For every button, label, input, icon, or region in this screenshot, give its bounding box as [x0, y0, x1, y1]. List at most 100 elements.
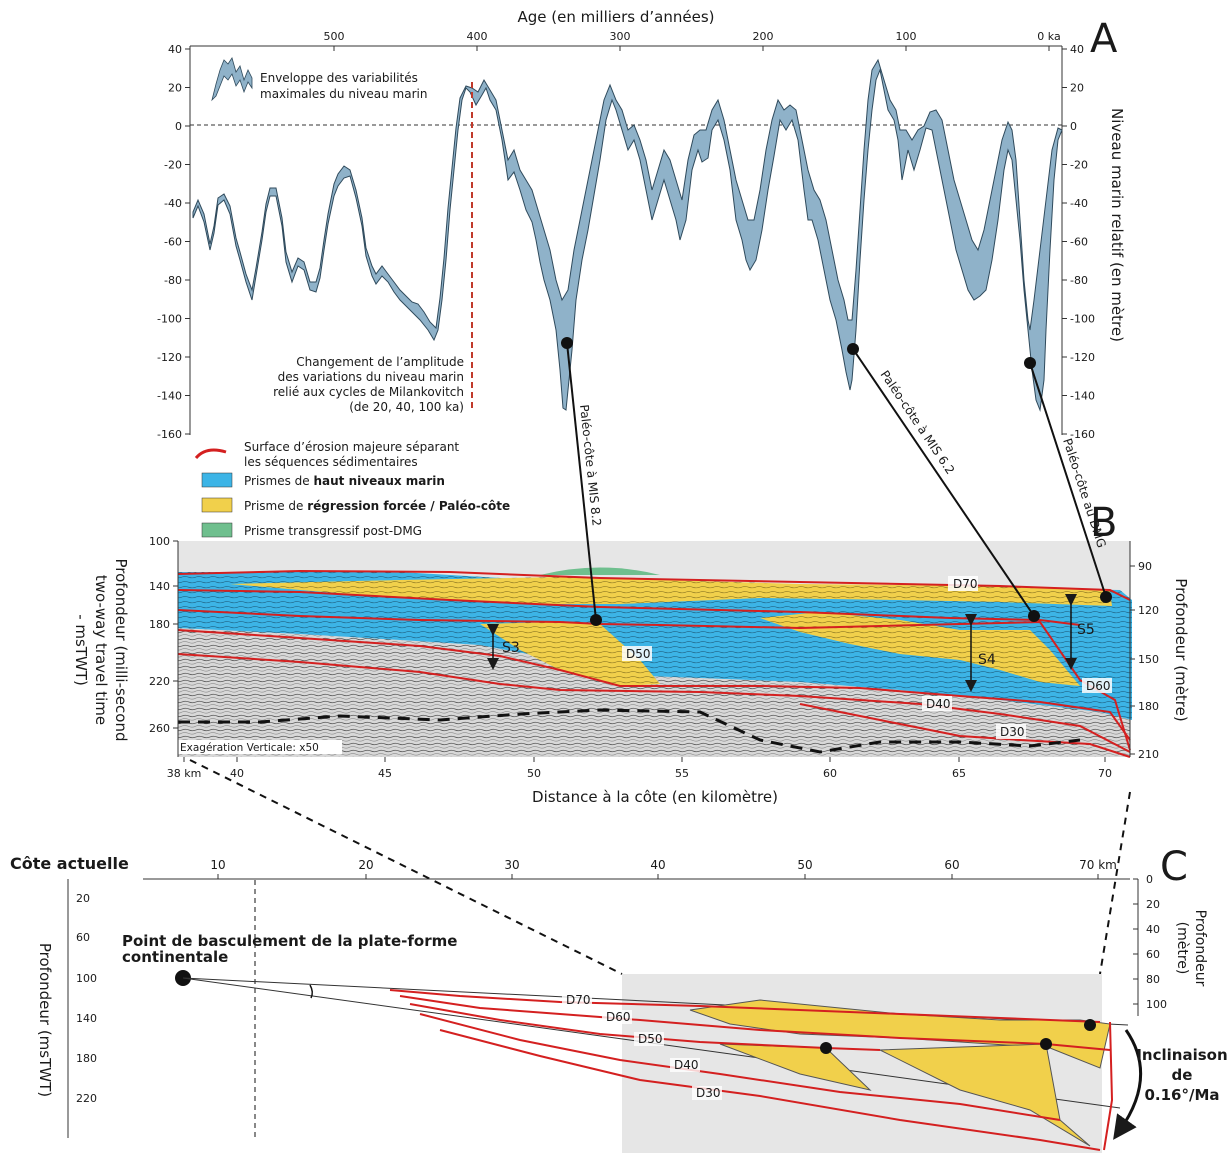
tick-label: 0 — [1070, 120, 1077, 133]
c-horizon-edge — [1103, 1021, 1114, 1151]
d70-label: D70 — [953, 577, 978, 591]
c-horizon-d70 — [389, 989, 1101, 1023]
tilt-angle-arc — [309, 984, 314, 999]
tick-label: 40 — [1146, 923, 1160, 936]
b-left-ticks: 100 140 180 220 260 — [149, 535, 178, 735]
c-d60-label: D60 — [606, 1010, 631, 1024]
panel-b-letter: B — [1090, 500, 1117, 546]
horizon-d50-line — [177, 629, 1131, 741]
paleo-mis82-label: Paléo-côte à MIS 8.2 — [577, 404, 604, 527]
c-horizon-d40 — [419, 1013, 1061, 1121]
milankovitch-note-line2: des variations du niveau marin — [278, 370, 464, 384]
forced-regression-prism-upper — [230, 577, 1112, 606]
paleo-mis82-dot-a — [561, 337, 573, 349]
d50-label-bg — [622, 646, 652, 661]
tick-label: -20 — [164, 159, 182, 172]
c-d40-label: D40 — [674, 1058, 699, 1072]
tick-label: 100 — [896, 30, 917, 43]
d60-label: D60 — [1086, 679, 1111, 693]
paleo-dmg-dot-a — [1024, 357, 1036, 369]
panel-b: B D70 D60 D50 D40 — [72, 500, 1190, 806]
tick-label: 140 — [149, 580, 170, 593]
c-left-axis-title: Profondeur (msTWT) — [36, 943, 54, 1097]
tick-label: 80 — [1146, 973, 1160, 986]
tick-label: 55 — [675, 767, 689, 780]
tick-label: 38 km — [167, 767, 202, 780]
paleo-mis62-dot-b — [1028, 610, 1040, 622]
tick-label: 220 — [76, 1092, 97, 1105]
panel-a: A Age (en milliers d’années) 500 400 300 20… — [157, 8, 1126, 441]
c-right-axis-title-line2: (mètre) — [1174, 922, 1190, 975]
tick-label: -120 — [157, 351, 182, 364]
legend-forced-swatch — [201, 497, 233, 513]
c-d60-bg — [602, 1010, 632, 1024]
b-right-ticks: 90 120 150 180 210 — [1130, 560, 1159, 761]
age-axis-ticks: 500 400 300 200 100 0 ka — [324, 30, 1061, 51]
tick-label: 10 — [210, 858, 225, 872]
c-d50-label: D50 — [638, 1032, 663, 1046]
tick-label: 0 ka — [1037, 30, 1060, 43]
age-axis-title: Age (en milliers d’années) — [517, 8, 714, 26]
c-left-ticks: 20 60 100 140 180 220 — [76, 892, 97, 1105]
tick-label: 0 — [175, 120, 182, 133]
c-right-ticks: 0 20 40 60 80 100 — [1133, 873, 1167, 1011]
horizon-d30-line — [799, 703, 1131, 758]
c-mis82-dot — [820, 1042, 832, 1054]
s5-label: S5 — [1077, 622, 1095, 638]
legend-erosion-swatch — [194, 448, 227, 460]
tick-label: 60 — [944, 858, 959, 872]
c-d30-bg — [692, 1086, 722, 1100]
tick-label: 20 — [1070, 82, 1084, 95]
tick-label: 65 — [952, 767, 966, 780]
panel-c: C Côte actuelle 10 20 30 40 50 60 70 km 206010… — [10, 844, 1228, 1153]
tick-label: 40 — [230, 767, 244, 780]
legend-transgressive-swatch — [201, 522, 233, 538]
zoom-line-right — [1099, 791, 1131, 975]
paleo-mis82-connector — [566, 342, 597, 621]
transgressive-prism — [540, 567, 660, 575]
tick-label: 45 — [378, 767, 392, 780]
acoustic-basement-line — [178, 708, 1081, 754]
tick-label: 20 — [358, 858, 373, 872]
legend-high-label: Prismes de haut niveaux marin — [244, 474, 445, 488]
tick-label: 50 — [527, 767, 541, 780]
c-d50-bg — [634, 1032, 664, 1046]
tick-label: -80 — [164, 274, 182, 287]
tick-label: 20 — [168, 82, 182, 95]
sea-level-left-ticks: 40 20 0 -20 -40 -60 -80 -100 -120 -140 -160 — [157, 43, 190, 441]
forced-regression-prism-s4 — [760, 612, 1080, 686]
horizon-d70b-line — [177, 589, 1081, 626]
tick-label: 20 — [1146, 898, 1160, 911]
horizon-d70-line — [177, 569, 1131, 601]
horizon-labels: D70 D60 D50 D40 D30 — [622, 576, 1112, 739]
tick-label: 40 — [1070, 43, 1084, 56]
legend-high-swatch — [201, 472, 233, 488]
b-distance-axis-title: Distance à la côte (en kilomètre) — [532, 788, 778, 806]
tick-label: 500 — [324, 30, 345, 43]
pivot-label-line2: continentale — [122, 948, 228, 966]
c-d70-bg — [562, 993, 592, 1007]
exaggeration-box — [178, 740, 342, 754]
legend-transgressive-label: Prisme transgressif post-DMG — [244, 524, 422, 538]
horizon-d40-line — [177, 653, 1131, 753]
b-right-axis-title: Profondeur (mètre) — [1172, 578, 1190, 721]
tick-label: 180 — [149, 618, 170, 631]
d40-label-bg — [922, 696, 952, 711]
tick-label: 40 — [650, 858, 665, 872]
tick-label: 180 — [76, 1052, 97, 1065]
forced-regression-prism-s3 — [480, 622, 660, 686]
b-left-axis-title-line1: Profondeur (milli-second — [112, 559, 130, 742]
c-d70-label: D70 — [566, 993, 591, 1007]
tilt-label-line1: Inclinaison — [1136, 1046, 1227, 1064]
b-left-axis-title-line2: two-way travel time — [92, 575, 110, 725]
tick-label: 0 — [1146, 873, 1153, 886]
tick-label: -60 — [164, 236, 182, 249]
legend: Surface d’érosion majeure séparant les s… — [194, 440, 510, 538]
tick-label: -120 — [1070, 351, 1095, 364]
panel-a-letter: A — [1090, 16, 1118, 62]
c-d30-label: D30 — [696, 1086, 721, 1100]
tick-label: 30 — [504, 858, 519, 872]
s3-label: S3 — [502, 640, 520, 656]
tick-label: 70 — [1098, 767, 1112, 780]
